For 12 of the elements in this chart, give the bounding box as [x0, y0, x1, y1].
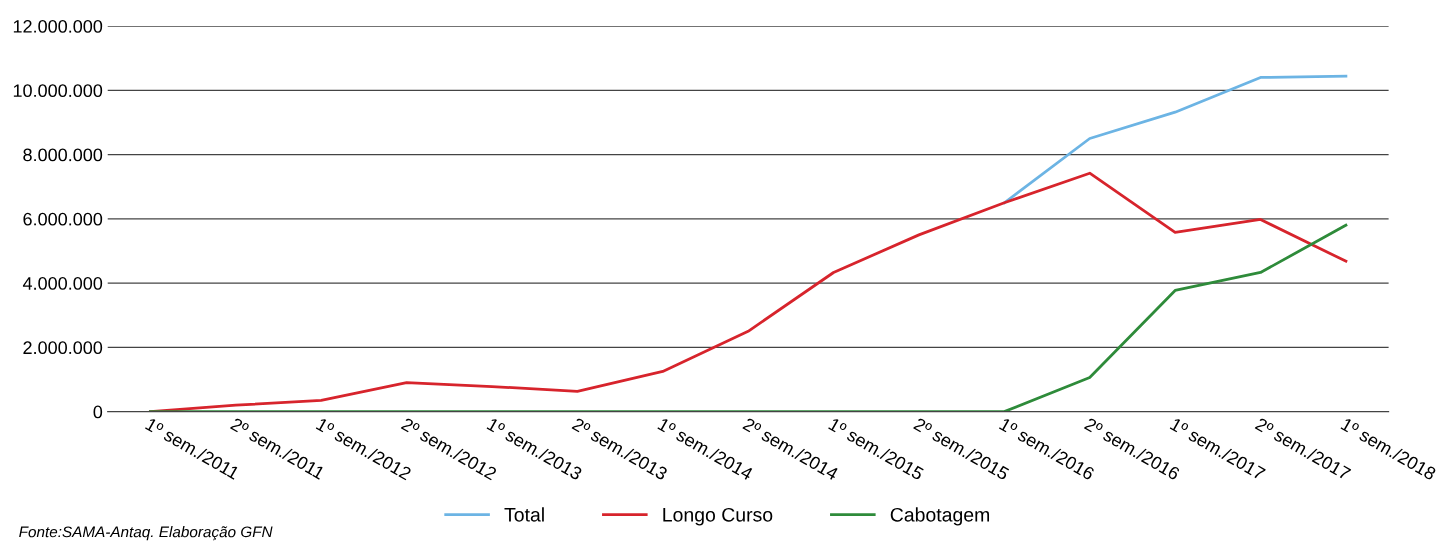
- legend-label: Total: [504, 507, 544, 522]
- y-tick-label: 12.000.000: [13, 20, 103, 33]
- y-tick-label: 0: [93, 405, 103, 419]
- y-tick-label: 10.000.000: [13, 84, 103, 98]
- line-series: [149, 223, 1348, 412]
- legend-label: Longo Curso: [663, 507, 773, 526]
- y-tick-label: 4.000.000: [22, 277, 103, 290]
- y-tick-label: 6.000.000: [23, 212, 103, 226]
- y-tick-label: 8.000.000: [23, 148, 103, 162]
- legend-label: Cabotagem: [890, 507, 990, 526]
- y-tick-label: 2.000.000: [23, 341, 103, 355]
- source-note: Fonte:SAMA-Antaq. Elaboração GFN: [19, 526, 273, 541]
